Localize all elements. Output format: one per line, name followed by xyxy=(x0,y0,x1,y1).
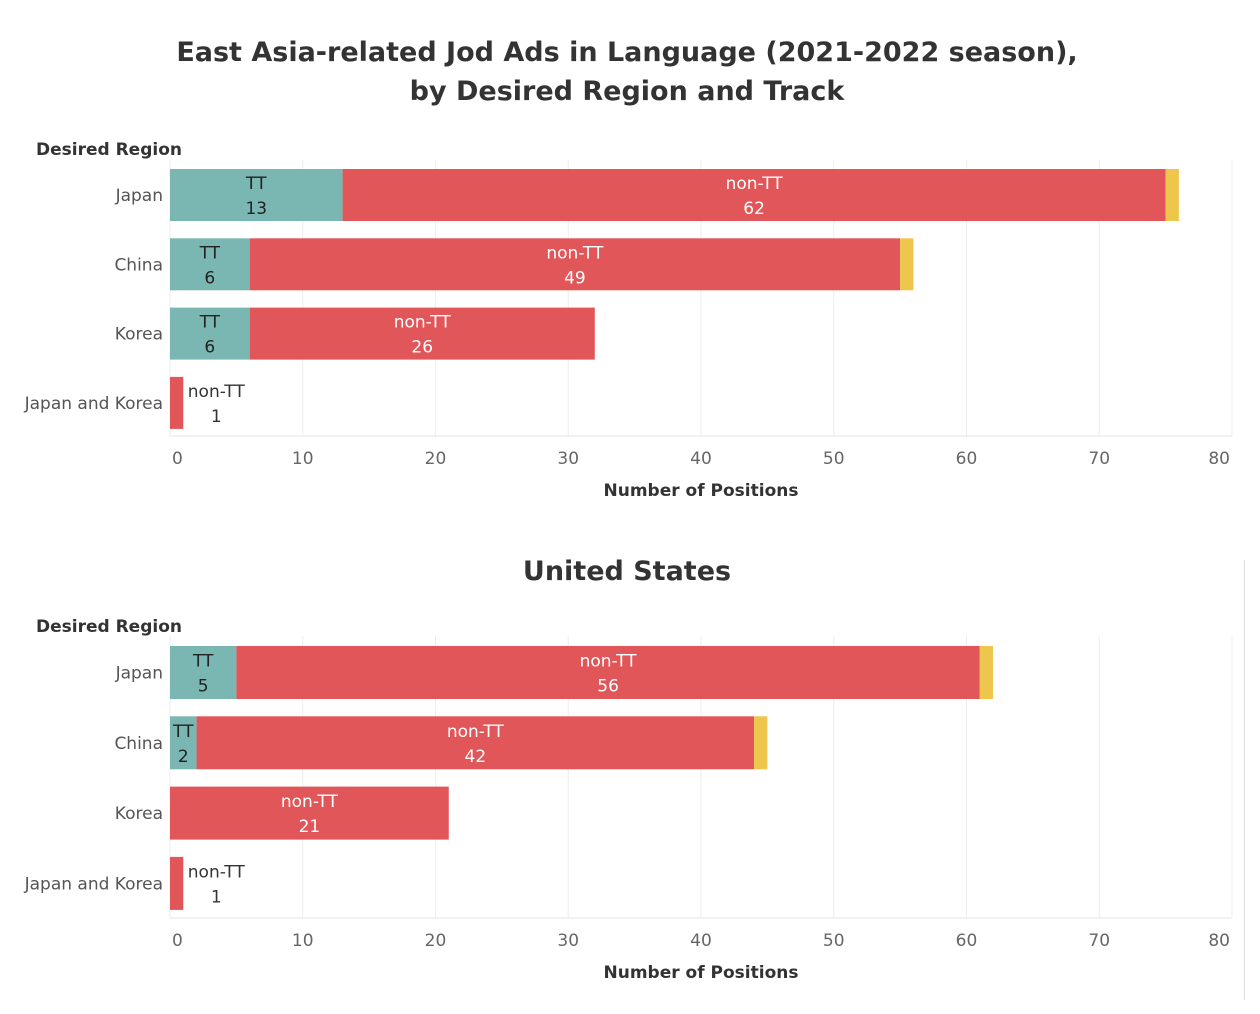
bar-value-label: 56 xyxy=(597,677,619,697)
x-tick-label: 30 xyxy=(557,449,579,469)
y-axis-title: Desired Region xyxy=(36,140,182,160)
y-axis-title: Desired Region xyxy=(36,617,182,637)
bar-series-label: TT xyxy=(199,243,221,263)
bar-value-label: 2 xyxy=(178,747,189,767)
y-category-label: China xyxy=(114,734,163,754)
bar-tt xyxy=(170,169,343,221)
bar-value-label: 5 xyxy=(198,677,209,697)
x-tick-label: 0 xyxy=(172,449,183,469)
bar-value-label: 13 xyxy=(245,199,267,219)
bar-series-label: non-TT xyxy=(726,174,784,194)
chart-title-line-2: by Desired Region and Track xyxy=(409,76,845,107)
bar-non-tt xyxy=(170,786,449,840)
bar-value-label: 62 xyxy=(743,199,765,219)
bar-value-label: 1 xyxy=(211,887,222,907)
bar-non-tt xyxy=(170,856,184,910)
x-axis-title: Number of Positions xyxy=(604,963,799,983)
x-axis-title: Number of Positions xyxy=(604,481,799,501)
x-tick-label: 10 xyxy=(292,931,314,951)
bar-non-tt xyxy=(249,307,595,360)
chart-title-line-1: East Asia-related Jod Ads in Language (2… xyxy=(176,37,1078,68)
bar-series-label: non-TT xyxy=(580,652,638,672)
y-category-label: Korea xyxy=(115,325,163,345)
bar-value-label: 42 xyxy=(465,747,487,767)
x-tick-label: 20 xyxy=(425,931,447,951)
bar-series-label: TT xyxy=(192,652,214,672)
bar-value-label: 1 xyxy=(211,407,222,427)
x-tick-label: 60 xyxy=(956,931,978,951)
x-tick-label: 80 xyxy=(1208,449,1230,469)
us-chart-title: United States xyxy=(522,556,732,587)
bar-non-tt xyxy=(196,716,755,770)
y-category-label: Japan xyxy=(115,186,163,206)
x-tick-label: 30 xyxy=(557,931,579,951)
bar-series-label: non-TT xyxy=(188,862,246,882)
bar-non-tt xyxy=(170,376,184,429)
y-category-label: Japan and Korea xyxy=(24,394,163,414)
bar-value-label: 49 xyxy=(564,268,586,288)
bar-series-label: TT xyxy=(199,313,221,333)
bar-other xyxy=(1165,169,1179,221)
x-tick-label: 50 xyxy=(823,931,845,951)
x-tick-label: 0 xyxy=(172,931,183,951)
bar-tt xyxy=(170,646,237,699)
bar-non-tt xyxy=(342,169,1166,221)
y-category-label: China xyxy=(114,255,163,275)
bar-value-label: 6 xyxy=(204,268,215,288)
x-tick-label: 40 xyxy=(690,449,712,469)
x-tick-label: 60 xyxy=(956,449,978,469)
y-category-label: Korea xyxy=(115,804,163,824)
bar-value-label: 21 xyxy=(299,817,321,837)
x-tick-label: 70 xyxy=(1088,449,1110,469)
bar-series-label: non-TT xyxy=(281,792,339,812)
bar-series-label: non-TT xyxy=(447,722,505,742)
bar-series-label: non-TT xyxy=(546,243,604,263)
x-tick-label: 80 xyxy=(1208,931,1230,951)
y-category-label: Japan and Korea xyxy=(24,874,163,894)
x-tick-label: 40 xyxy=(690,931,712,951)
y-category-label: Japan xyxy=(115,664,163,684)
chart-title: East Asia-related Jod Ads in Language (2… xyxy=(0,33,1254,111)
x-tick-label: 70 xyxy=(1088,931,1110,951)
x-tick-label: 50 xyxy=(823,449,845,469)
bar-series-label: non-TT xyxy=(188,382,246,402)
bar-other xyxy=(754,716,768,770)
bar-series-label: TT xyxy=(172,722,194,742)
bar-tt xyxy=(170,307,250,360)
bar-tt xyxy=(170,238,250,291)
bar-value-label: 26 xyxy=(411,338,433,358)
bar-tt xyxy=(170,716,197,770)
bar-value-label: 6 xyxy=(204,338,215,358)
x-tick-label: 20 xyxy=(425,449,447,469)
bar-non-tt xyxy=(236,646,980,699)
bar-series-label: TT xyxy=(245,174,267,194)
bar-other xyxy=(900,238,914,291)
bar-non-tt xyxy=(249,238,901,291)
x-tick-label: 10 xyxy=(292,449,314,469)
bar-series-label: non-TT xyxy=(394,313,452,333)
bar-other xyxy=(979,646,994,699)
panel-border xyxy=(1244,560,1245,1000)
